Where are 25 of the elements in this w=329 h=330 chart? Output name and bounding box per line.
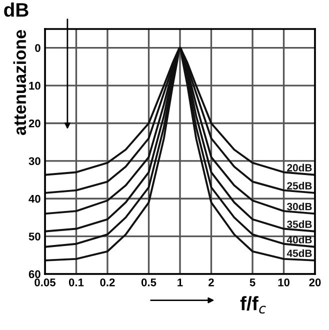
x-tick-label: 2: [208, 278, 214, 286]
x-tick-label: 1: [178, 278, 183, 286]
y-tick-label: 60: [28, 270, 40, 278]
series-label: 20dB: [287, 164, 312, 172]
series-label: 30dB: [286, 202, 312, 210]
y-tick-label: 50: [28, 232, 40, 240]
series-label: 25dB: [287, 182, 312, 190]
series-label: 40dB: [286, 236, 312, 244]
y-tick-label: 20: [28, 120, 40, 128]
x-tick-label: 0.5: [141, 278, 156, 286]
y-tick-label: 0: [35, 44, 40, 52]
series-label: 35dB: [286, 220, 312, 228]
x-axis-title: f/f$_{c}$: [240, 296, 266, 314]
x-tick-label: 0.05: [34, 278, 56, 286]
y-tick-label: 10: [29, 82, 40, 90]
x-tick-label: 0.2: [100, 278, 115, 286]
y-tick-label: 40: [28, 194, 40, 203]
x-tick-label: 0.1: [68, 278, 84, 286]
series-label: 45dB: [286, 249, 312, 257]
text: dB: [4, 2, 28, 17]
y-tick-label: 30: [28, 157, 40, 166]
x-tick-label: 10: [278, 278, 290, 286]
x-tick-label: 20: [309, 278, 321, 286]
x-tick-label: 5: [250, 278, 256, 286]
y-axis-title: attenuazione: [13, 30, 26, 136]
